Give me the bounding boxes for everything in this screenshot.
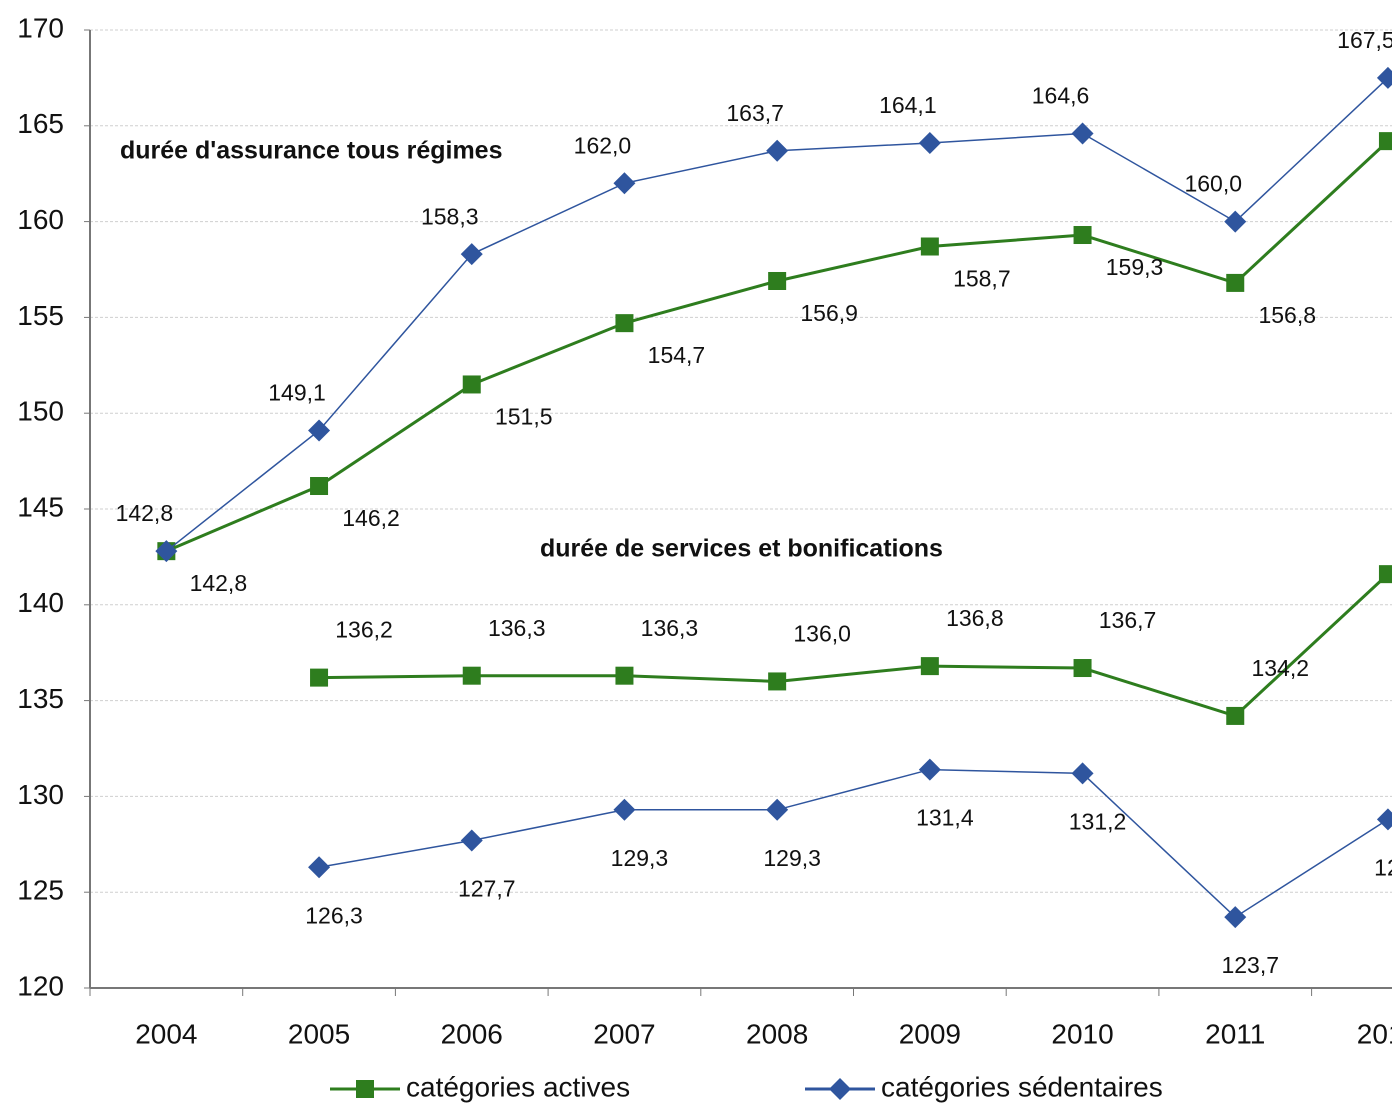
value-label: 156,8 [1258, 302, 1316, 328]
marker [613, 798, 636, 821]
value-label: 129,3 [763, 845, 821, 871]
value-label: 136,7 [1099, 607, 1157, 633]
marker [310, 477, 329, 496]
marker [462, 666, 481, 685]
marker [920, 237, 939, 256]
y-tick-label: 125 [17, 875, 64, 906]
marker [1376, 808, 1392, 831]
value-label: 136,8 [946, 605, 1004, 631]
marker [308, 856, 331, 879]
legend-label: catégories sédentaires [881, 1071, 1163, 1102]
value-label: 136,3 [641, 615, 699, 641]
y-tick-label: 135 [17, 683, 64, 714]
value-label: 164,1 [879, 92, 937, 118]
marker [766, 798, 789, 821]
y-tick-label: 170 [17, 12, 64, 43]
marker [1226, 706, 1245, 725]
value-label: 142,8 [190, 570, 248, 596]
y-tick-label: 140 [17, 587, 64, 618]
marker [1226, 273, 1245, 292]
marker [918, 758, 941, 781]
series-line [165, 140, 1389, 553]
legend-label: catégories actives [406, 1071, 630, 1102]
series-line [318, 768, 1389, 919]
marker [1073, 659, 1092, 678]
value-label: 128,8 [1374, 854, 1392, 880]
x-tick-label: 2009 [899, 1018, 961, 1049]
value-label: 151,5 [495, 404, 553, 430]
y-tick-label: 165 [17, 108, 64, 139]
marker [1071, 762, 1094, 785]
value-label: 162,0 [574, 132, 632, 158]
marker [615, 314, 634, 333]
marker [1378, 565, 1392, 584]
marker [768, 271, 787, 290]
marker [308, 419, 331, 442]
value-label: 156,9 [800, 300, 858, 326]
x-tick-label: 2004 [135, 1018, 197, 1049]
y-tick-label: 160 [17, 204, 64, 235]
value-label: 123,7 [1221, 952, 1279, 978]
marker [1071, 122, 1094, 145]
value-label: 158,3 [421, 203, 479, 229]
x-tick-label: 2008 [746, 1018, 808, 1049]
marker [356, 1080, 374, 1098]
value-label: 159,3 [1106, 254, 1164, 280]
marker [920, 657, 939, 676]
x-tick-label: 2010 [1051, 1018, 1113, 1049]
marker [1378, 132, 1392, 151]
value-label: 136,0 [793, 621, 851, 647]
value-label: 160,0 [1184, 171, 1242, 197]
value-label: 131,2 [1069, 808, 1127, 834]
marker [613, 172, 636, 195]
x-tick-label: 2005 [288, 1018, 350, 1049]
value-label: 163,7 [726, 100, 784, 126]
marker [1224, 210, 1247, 233]
marker [615, 666, 634, 685]
marker [155, 540, 178, 563]
y-tick-label: 155 [17, 300, 64, 331]
value-label: 126,3 [305, 902, 363, 928]
value-label: 164,6 [1032, 83, 1090, 109]
value-label: 127,7 [458, 876, 516, 902]
marker [462, 375, 481, 394]
value-label: 154,7 [648, 342, 706, 368]
marker [310, 668, 329, 687]
marker [918, 132, 941, 155]
value-label: 149,1 [268, 380, 326, 406]
series-line [319, 573, 1389, 718]
marker [768, 672, 787, 691]
value-label: 167,5 [1337, 27, 1392, 53]
value-label: 129,3 [611, 845, 669, 871]
marker [460, 243, 483, 266]
y-tick-label: 120 [17, 970, 64, 1001]
y-tick-label: 150 [17, 396, 64, 427]
marker [1224, 906, 1247, 929]
y-tick-label: 145 [17, 491, 64, 522]
annotation: durée d'assurance tous régimes [120, 137, 502, 165]
value-label: 136,2 [335, 617, 393, 643]
value-label: 136,3 [488, 615, 546, 641]
x-tick-label: 2007 [593, 1018, 655, 1049]
marker [1073, 226, 1092, 245]
marker [766, 139, 789, 162]
marker [1376, 66, 1392, 89]
x-tick-label: 2011 [1205, 1018, 1265, 1049]
value-label: 146,2 [342, 505, 400, 531]
y-tick-label: 130 [17, 779, 64, 810]
marker [460, 829, 483, 852]
value-label: 134,2 [1251, 655, 1309, 681]
annotation: durée de services et bonifications [540, 535, 943, 563]
marker [829, 1078, 851, 1100]
x-tick-label: 2006 [441, 1018, 503, 1049]
value-label: 142,8 [116, 500, 174, 526]
value-label: 158,7 [953, 266, 1011, 292]
value-label: 131,4 [916, 805, 974, 831]
